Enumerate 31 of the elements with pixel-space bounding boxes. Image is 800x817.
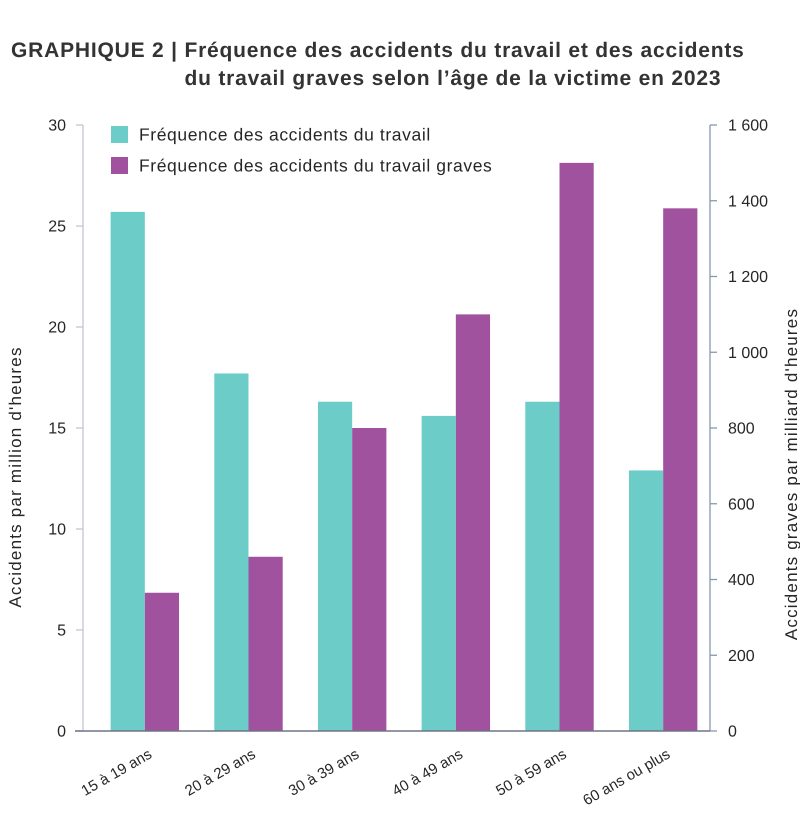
y-tick-label: 20 [48, 320, 66, 337]
x-tick-label: 40 à 49 ans [389, 746, 466, 800]
y2-tick-label: 1 600 [728, 118, 768, 135]
y-tick-label: 25 [48, 218, 66, 236]
y2-tick-label: 400 [728, 572, 755, 590]
bar [214, 373, 248, 731]
y2-tick-label: 1 200 [728, 269, 768, 286]
legend-label: Fréquence des accidents du travail graves [139, 156, 492, 176]
legend-label: Fréquence des accidents du travail [139, 124, 431, 145]
y2-axis-title: Accidents graves par milliard d'heures [782, 308, 800, 640]
y2-tick-label: 800 [728, 420, 755, 438]
y-axis-title: Accidents par million d'heures [6, 346, 25, 608]
y2-tick-label: 600 [728, 496, 755, 514]
y2-tick-label: 0 [728, 724, 737, 741]
bar [663, 208, 698, 731]
x-tick-label: 60 ans ou plus [580, 746, 674, 810]
x-tick-label: 30 à 39 ans [286, 746, 362, 800]
y-tick-label: 10 [48, 522, 66, 539]
y2-tick-label: 200 [728, 648, 755, 665]
bar [110, 212, 145, 731]
x-tick-label: 50 à 59 ans [493, 746, 570, 800]
y-tick-label: 0 [57, 724, 66, 741]
bar [144, 592, 180, 731]
y-tick-label: 30 [48, 118, 66, 135]
x-tick-label: 15 à 19 ans [78, 746, 155, 800]
y-tick-label: 5 [57, 622, 66, 640]
x-tick-label: 20 à 29 ans [182, 746, 258, 800]
y2-tick-label: 1 000 [728, 344, 768, 362]
y-tick-label: 15 [48, 420, 66, 438]
chart-title: GRAPHIQUE 2 | Fréquence des accidents du travail et des accidents du travail graves selon l’âge de la victime en 2023 [11, 38, 746, 92]
y2-tick-label: 1 400 [728, 193, 768, 210]
